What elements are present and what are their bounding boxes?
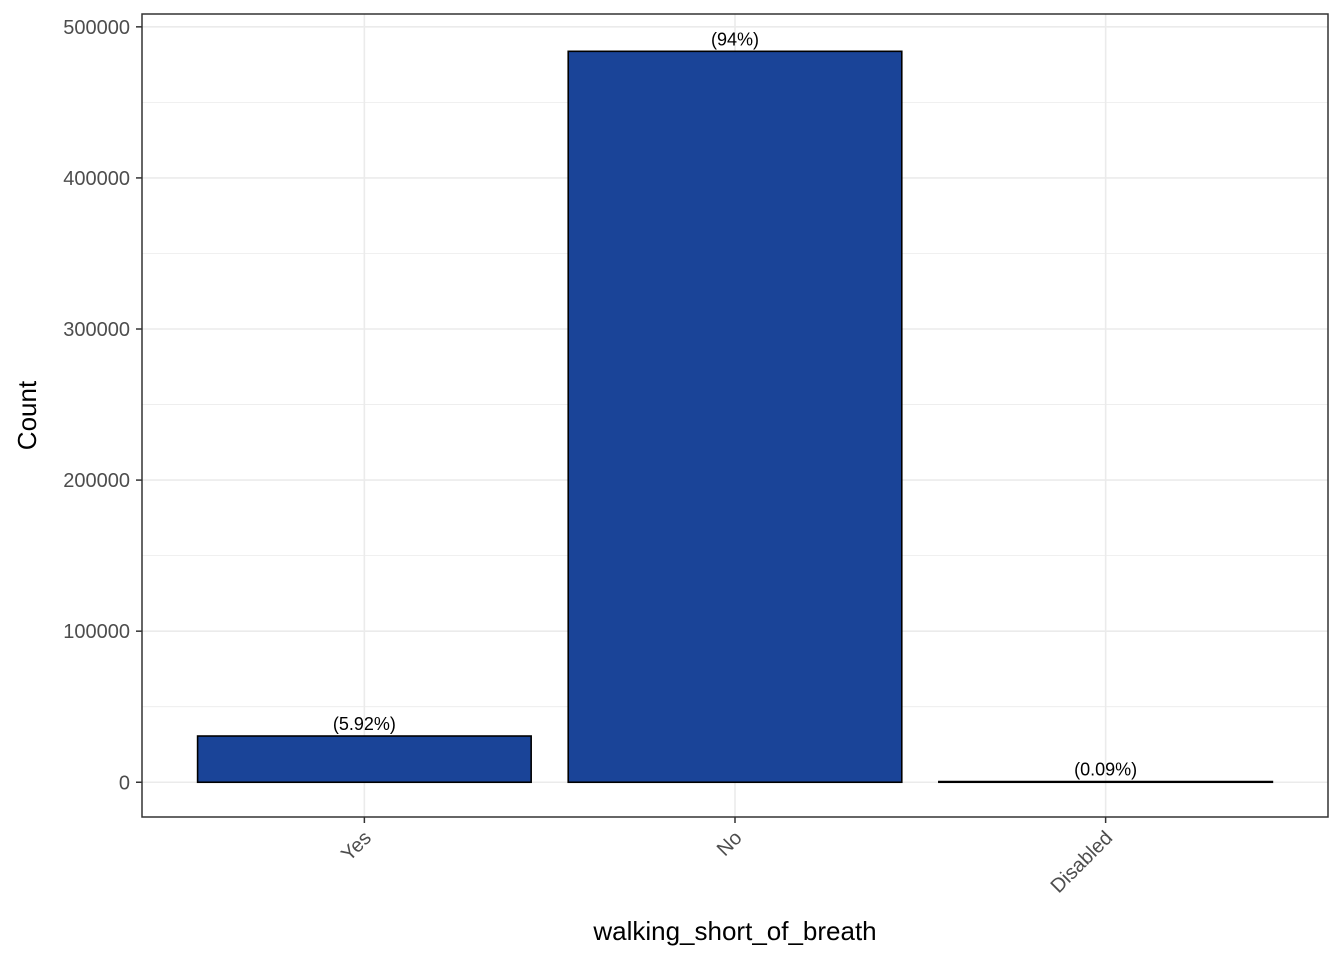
x-axis: Yes No Disabled	[337, 817, 1117, 898]
x-tick-label: Yes	[337, 827, 376, 866]
y-tick-label: 200000	[63, 470, 130, 492]
data-labels: (5.92%) (94%) (0.09%)	[333, 29, 1137, 779]
bars	[196, 50, 1274, 784]
y-axis-title: Count	[12, 380, 42, 450]
x-tick-label: No	[713, 827, 747, 861]
y-tick-label: 100000	[63, 621, 130, 643]
y-tick-label: 300000	[63, 319, 130, 341]
y-tick-label: 0	[119, 772, 130, 794]
y-tick-label: 500000	[63, 17, 130, 39]
data-label-no: (94%)	[711, 29, 759, 49]
y-tick-label: 400000	[63, 168, 130, 190]
bar-no	[567, 50, 903, 784]
x-axis-title: walking_short_of_breath	[592, 916, 876, 946]
bar-yes	[196, 735, 532, 784]
data-label-disabled: (0.09%)	[1074, 760, 1137, 780]
data-label-yes: (5.92%)	[333, 714, 396, 734]
x-tick-label: Disabled	[1047, 827, 1118, 898]
bar-disabled	[938, 780, 1274, 784]
y-axis: 0 100000 200000 300000 400000 500000	[63, 17, 142, 794]
